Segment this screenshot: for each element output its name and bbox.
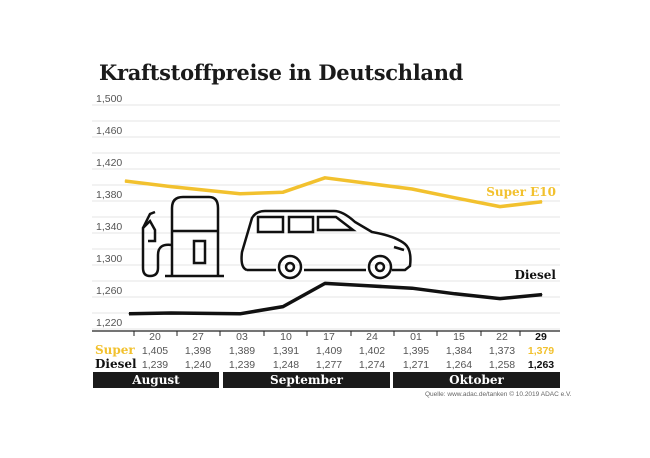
series-label-diesel: Diesel: [514, 268, 556, 282]
y-tick-label: 1,500: [96, 93, 122, 105]
data-point: [239, 313, 241, 315]
data-point: [454, 293, 456, 295]
month-label-oktober: Oktober: [393, 372, 560, 388]
data-label: 1,402: [358, 345, 386, 357]
data-point: [454, 197, 456, 199]
data-label: 1,384: [445, 345, 473, 357]
data-point: [324, 282, 326, 284]
data-label: 1,240: [184, 359, 212, 371]
x-tick-label: 22: [496, 331, 508, 343]
row-label-super: Super: [95, 343, 135, 357]
data-label: 1,263: [527, 359, 555, 371]
data-point: [499, 206, 501, 208]
data-label: 1,258: [488, 359, 516, 371]
x-tick-label: 10: [280, 331, 292, 343]
data-label: 1,379: [527, 345, 555, 357]
y-tick-label: 1,300: [96, 253, 122, 265]
month-label-september: September: [223, 372, 390, 388]
car-icon: [240, 209, 412, 280]
y-tick-label: 1,220: [96, 317, 122, 329]
data-point: [282, 191, 284, 193]
data-label: 1,271: [402, 359, 430, 371]
data-point: [499, 298, 501, 300]
data-point: [128, 313, 130, 315]
x-tick-label: 15: [453, 331, 465, 343]
x-tick-label: 27: [192, 331, 204, 343]
data-label: 1,409: [315, 345, 343, 357]
row-label-diesel: Diesel: [95, 357, 137, 371]
y-tick-label: 1,340: [96, 221, 122, 233]
data-label: 1,277: [315, 359, 343, 371]
data-point: [239, 193, 241, 195]
x-tick-label: 29: [535, 331, 547, 343]
x-tick-label: 17: [323, 331, 335, 343]
data-label: 1,239: [228, 359, 256, 371]
data-label: 1,389: [228, 345, 256, 357]
data-point: [541, 201, 543, 203]
data-label: 1,248: [272, 359, 300, 371]
series-line-diesel: [128, 281, 543, 316]
y-tick-label: 1,460: [96, 125, 122, 137]
data-point: [282, 306, 284, 308]
data-label: 1,391: [272, 345, 300, 357]
x-tick-label: 03: [236, 331, 248, 343]
data-label: 1,239: [141, 359, 169, 371]
data-point: [411, 287, 413, 289]
data-point: [170, 312, 172, 314]
data-label: 1,264: [445, 359, 473, 371]
data-label: 1,274: [358, 359, 386, 371]
data-label: 1,405: [141, 345, 169, 357]
y-tick-label: 1,380: [96, 189, 122, 201]
chart-title: Kraftstoffpreise in Deutschland: [99, 60, 464, 85]
series-label-super-e10: Super E10: [486, 185, 556, 199]
source-note: Quelle: www.adac.de/tanken © 10.2019 ADA…: [425, 391, 572, 398]
data-label: 1,373: [488, 345, 516, 357]
data-label: 1,395: [402, 345, 430, 357]
data-point: [367, 182, 369, 184]
fuel-pump-icon: [141, 195, 224, 278]
data-point: [124, 180, 126, 182]
data-point: [367, 285, 369, 287]
y-tick-label: 1,420: [96, 157, 122, 169]
y-tick-label: 1,260: [96, 285, 122, 297]
data-point: [541, 294, 543, 296]
x-tick-label: 01: [410, 331, 422, 343]
data-point: [411, 188, 413, 190]
data-point: [170, 186, 172, 188]
data-label: 1,398: [184, 345, 212, 357]
data-point: [324, 177, 326, 179]
month-label-august: August: [93, 372, 219, 388]
x-tick-label: 24: [366, 331, 378, 343]
series-line-super: [124, 176, 543, 209]
x-tick-label: 20: [149, 331, 161, 343]
